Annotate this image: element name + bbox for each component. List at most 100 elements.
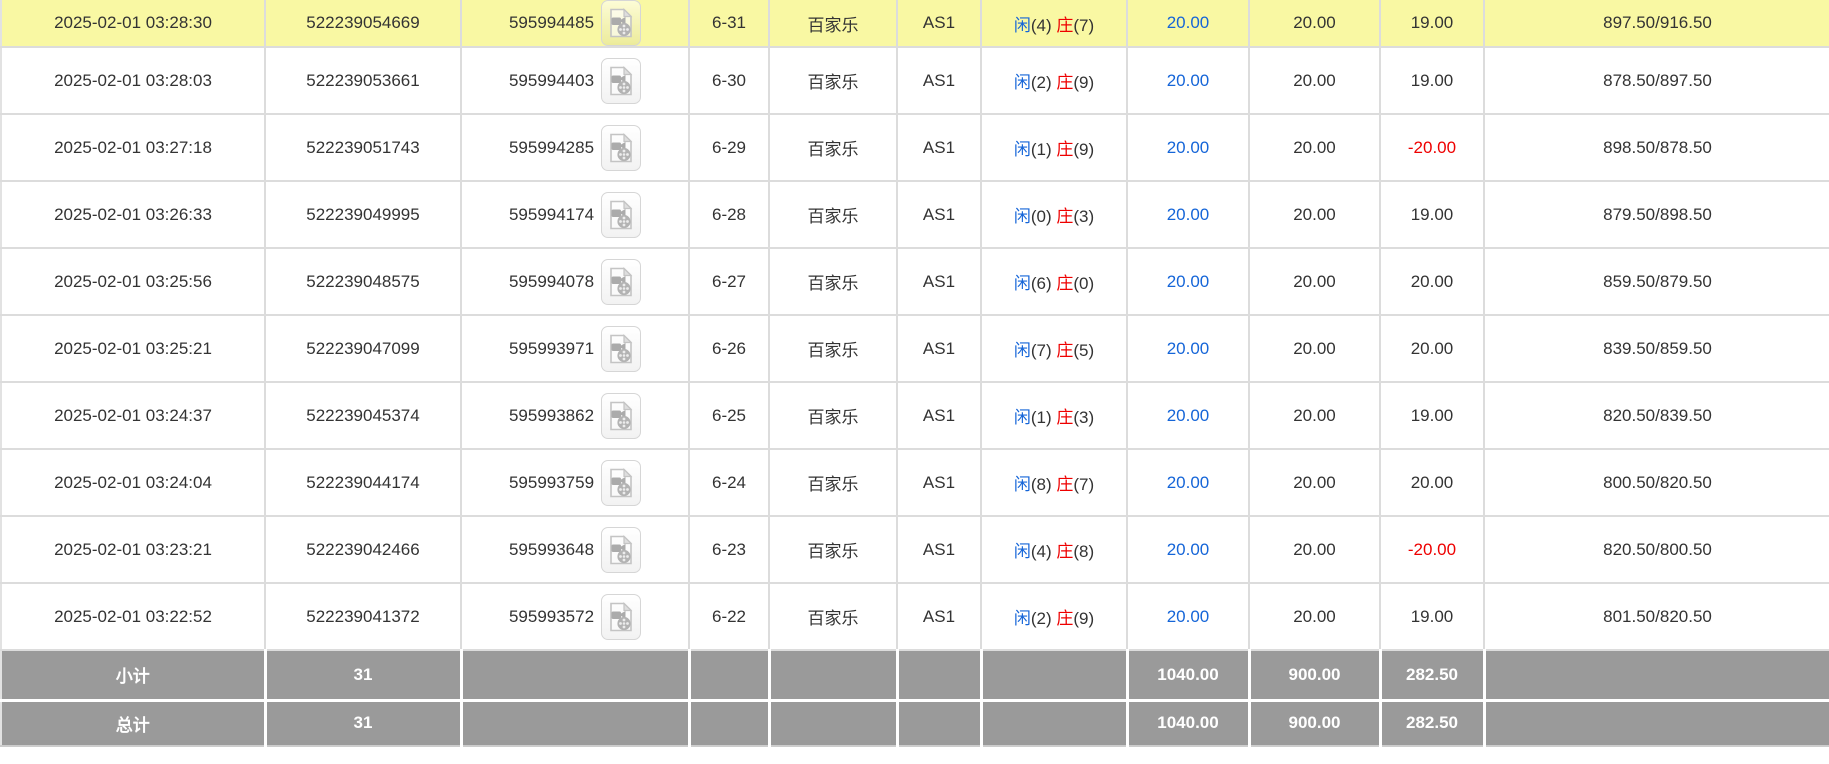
round-cell: 6-31 — [689, 0, 770, 48]
player-result: 闲 — [1013, 73, 1031, 92]
table-row[interactable]: 2025-02-01 03:28:30 522239054669 595994485… — [1, 0, 1829, 48]
game-no-cell: 595994285 — [461, 114, 690, 182]
game-no-wrap: 595994078 — [462, 258, 687, 305]
game-no-cell: 595994403 — [461, 47, 690, 115]
game-no-wrap: 595994285 — [462, 124, 687, 171]
bet-amount-cell[interactable]: 20.00 — [1127, 315, 1250, 383]
valid-amount-cell: 20.00 — [1249, 382, 1381, 450]
bet-amount-cell[interactable]: 20.00 — [1127, 114, 1250, 182]
player-result: 闲 — [1013, 274, 1031, 293]
banker-result: 庄 — [1056, 274, 1074, 293]
video-replay-button[interactable] — [601, 57, 642, 104]
table-row[interactable]: 2025-02-01 03:28:03 522239053661 595994403… — [1, 47, 1829, 115]
bet-time-cell: 2025-02-01 03:23:21 — [1, 516, 266, 584]
game-no: 595994174 — [508, 204, 595, 224]
game-type-cell: 百家乐 — [769, 0, 898, 48]
video-file-icon — [610, 400, 633, 430]
video-file-icon — [610, 8, 633, 38]
video-replay-button[interactable] — [601, 124, 642, 171]
bet-time-cell: 2025-02-01 03:24:04 — [1, 449, 266, 517]
game-type-cell: 百家乐 — [769, 248, 898, 316]
result-cell: 闲(1) 庄(9) — [981, 114, 1128, 182]
player-result: 闲 — [1013, 140, 1031, 159]
video-replay-button[interactable] — [601, 191, 642, 238]
bet-amount-cell[interactable]: 20.00 — [1127, 0, 1250, 48]
video-replay-button[interactable] — [601, 459, 642, 506]
subtotal-empty-cell — [981, 650, 1129, 702]
game-no: 595993862 — [508, 405, 595, 425]
bet-amount-cell[interactable]: 20.00 — [1127, 583, 1250, 651]
valid-amount-cell: 20.00 — [1249, 0, 1381, 48]
order-no-cell: 522239053661 — [265, 47, 462, 115]
balance-cell: 859.50/879.50 — [1484, 248, 1829, 316]
result-cell: 闲(1) 庄(3) — [981, 382, 1128, 450]
game-no-wrap: 595993572 — [462, 593, 687, 640]
order-no-cell: 522239044174 — [265, 449, 462, 517]
bet-amount-cell[interactable]: 20.00 — [1127, 248, 1250, 316]
game-no: 595994285 — [508, 137, 595, 157]
game-no-wrap: 595993759 — [462, 459, 687, 506]
table-row[interactable]: 2025-02-01 03:24:04 522239044174 595993759… — [1, 449, 1829, 517]
round-cell: 6-22 — [689, 583, 770, 651]
video-file-icon — [610, 132, 633, 162]
video-replay-button[interactable] — [601, 325, 642, 372]
game-no: 595994078 — [508, 271, 595, 291]
total-empty-cell — [1484, 700, 1829, 747]
table-row[interactable]: 2025-02-01 03:25:21 522239047099 595993971… — [1, 315, 1829, 383]
table-row[interactable]: 2025-02-01 03:23:21 522239042466 595993648… — [1, 516, 1829, 584]
win-loss-cell: 19.00 — [1380, 583, 1485, 651]
subtotal-valid-total: 900.00 — [1249, 650, 1382, 702]
balance-cell: 801.50/820.50 — [1484, 583, 1829, 651]
order-no-cell: 522239047099 — [265, 315, 462, 383]
banker-result: 庄 — [1056, 207, 1074, 226]
game-type-cell: 百家乐 — [769, 449, 898, 517]
game-no: 595993572 — [508, 606, 595, 626]
game-type-cell: 百家乐 — [769, 315, 898, 383]
player-result: 闲 — [1013, 609, 1031, 628]
win-loss-cell: 20.00 — [1380, 315, 1485, 383]
round-cell: 6-25 — [689, 382, 770, 450]
order-no-cell: 522239042466 — [265, 516, 462, 584]
round-cell: 6-23 — [689, 516, 770, 584]
table-row[interactable]: 2025-02-01 03:24:37 522239045374 595993862… — [1, 382, 1829, 450]
total-label: 总计 — [1, 700, 267, 747]
table-footer: 小计 31 1040.00 900.00 282.50 总计 31 1040.0… — [1, 650, 1829, 747]
balance-cell: 878.50/897.50 — [1484, 47, 1829, 115]
total-count: 31 — [265, 700, 463, 747]
table-row[interactable]: 2025-02-01 03:26:33 522239049995 595994174… — [1, 181, 1829, 249]
subtotal-winloss-total: 282.50 — [1380, 650, 1486, 702]
round-cell: 6-28 — [689, 181, 770, 249]
player-result: 闲 — [1013, 475, 1031, 494]
video-replay-button[interactable] — [601, 593, 642, 640]
bet-amount-cell[interactable]: 20.00 — [1127, 47, 1250, 115]
order-no-cell: 522239049995 — [265, 181, 462, 249]
table-name-cell: AS1 — [897, 248, 982, 316]
game-no: 595994485 — [508, 13, 595, 32]
valid-amount-cell: 20.00 — [1249, 248, 1381, 316]
bet-time-cell: 2025-02-01 03:28:30 — [1, 0, 266, 48]
video-replay-button[interactable] — [601, 0, 642, 45]
bet-amount-cell[interactable]: 20.00 — [1127, 181, 1250, 249]
valid-amount-cell: 20.00 — [1249, 449, 1381, 517]
table-row[interactable]: 2025-02-01 03:25:56 522239048575 595994078… — [1, 248, 1829, 316]
video-file-icon — [610, 65, 633, 95]
win-loss-cell: 20.00 — [1380, 449, 1485, 517]
game-no-cell: 595993572 — [461, 583, 690, 651]
video-replay-button[interactable] — [601, 526, 642, 573]
result-cell: 闲(0) 庄(3) — [981, 181, 1128, 249]
player-result: 闲 — [1013, 15, 1031, 35]
bet-amount-cell[interactable]: 20.00 — [1127, 449, 1250, 517]
game-no: 595994403 — [508, 70, 595, 90]
bet-amount-cell[interactable]: 20.00 — [1127, 516, 1250, 584]
game-no-cell: 595994174 — [461, 181, 690, 249]
win-loss-cell: 20.00 — [1380, 248, 1485, 316]
table-row[interactable]: 2025-02-01 03:22:52 522239041372 595993572… — [1, 583, 1829, 651]
game-type-cell: 百家乐 — [769, 583, 898, 651]
game-no-cell: 595994485 — [461, 0, 690, 48]
video-file-icon — [610, 467, 633, 497]
video-replay-button[interactable] — [601, 392, 642, 439]
win-loss-cell: 19.00 — [1380, 0, 1485, 48]
table-row[interactable]: 2025-02-01 03:27:18 522239051743 595994285… — [1, 114, 1829, 182]
video-replay-button[interactable] — [601, 258, 642, 305]
bet-amount-cell[interactable]: 20.00 — [1127, 382, 1250, 450]
